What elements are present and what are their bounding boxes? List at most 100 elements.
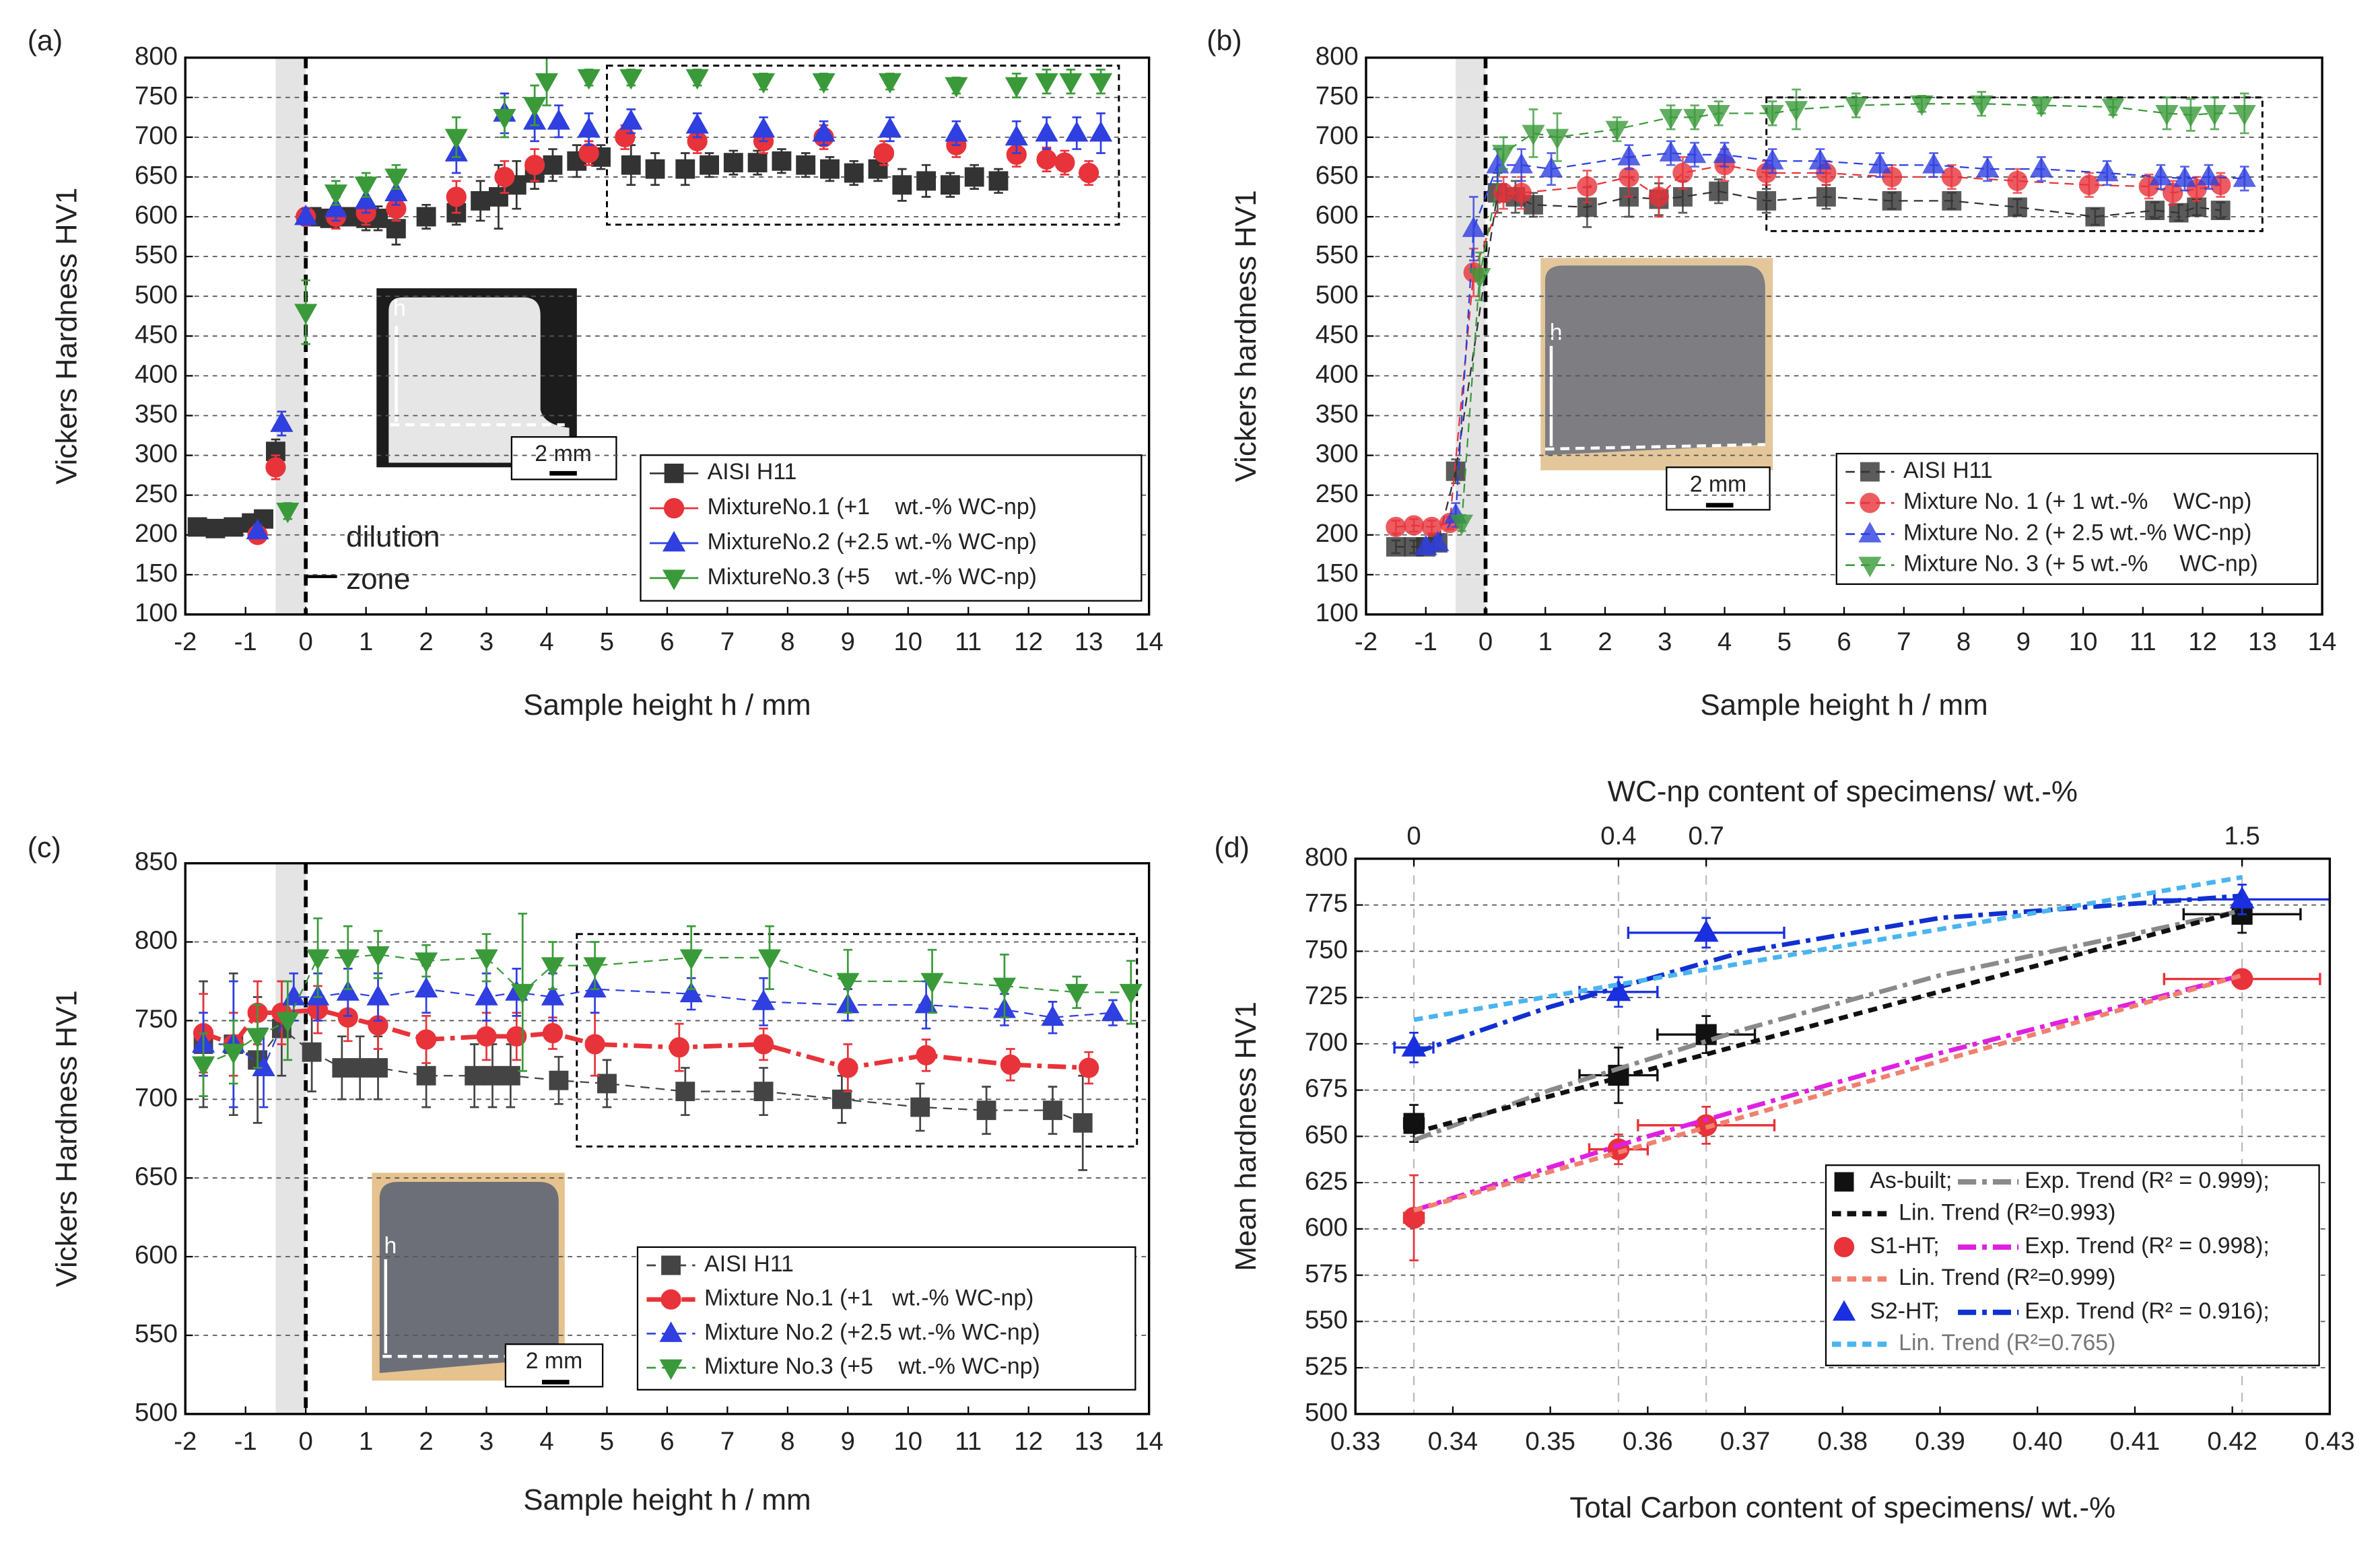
marker [669,1037,689,1058]
x-tick-label: 4 [1718,627,1732,656]
marker [1577,176,1598,197]
marker [920,973,944,994]
x-tick-label: -2 [174,1427,197,1456]
marker [2210,201,2231,220]
y-tick-label: 650 [135,161,178,190]
marker [415,1029,437,1050]
marker [1043,1100,1062,1121]
x-tick-label: 6 [1837,627,1851,656]
scale-text: 2 mm [1690,471,1747,497]
y-tick-label: 350 [135,400,178,429]
marker [992,977,1017,999]
series-line [1396,190,2221,548]
inset-h: h [393,295,406,321]
y-tick-label: 600 [1316,201,1359,230]
x-tick-label: 10 [893,627,922,656]
marker [483,1065,502,1086]
marker [246,518,269,540]
panel: 1001502002503003504004505005506006507007… [1206,24,2336,722]
marker [354,176,378,197]
marker [619,69,643,90]
series-line [1413,875,2243,1022]
x-tick-label: 0.33 [1330,1427,1381,1456]
x-tick-label: 0.43 [2305,1427,2355,1456]
legend-label: Mixture No.1 (+1 wt.-% WC-np) [704,1286,1033,1311]
x-tick-label: 14 [2308,627,2337,656]
panel-label: (b) [1206,24,1242,57]
y-tick-label: 200 [1316,519,1359,548]
marker [2155,104,2179,126]
marker [1386,537,1406,557]
y-tick-label: 700 [135,1083,178,1112]
x2-tick-label: 1.5 [2224,821,2260,850]
x-tick-label: 0.37 [1720,1427,1771,1456]
y-tick-label: 750 [135,81,178,110]
marker [831,1089,852,1109]
marker [1606,979,1631,1002]
marker [1605,120,1629,142]
marker [583,957,607,978]
marker [541,957,565,978]
y-tick-label: 600 [135,1240,178,1269]
marker [354,188,378,209]
panel-label: (a) [28,24,63,57]
inset-shape [379,1181,559,1374]
inset-h: h [384,1233,397,1259]
marker [1648,186,1670,207]
marker [511,983,535,1005]
marker [1882,190,1902,211]
y-tick-label: 150 [135,559,178,588]
marker [1468,268,1491,289]
marker [524,155,545,176]
y-tick-label: 750 [135,1005,178,1034]
marker [1833,1236,1855,1258]
marker [1707,104,1730,126]
marker [306,949,330,970]
x-tick-label: -1 [1415,627,1437,656]
x2-tick-label: 0.4 [1600,821,1636,850]
marker [820,159,840,179]
y-tick-label: 625 [1305,1166,1348,1195]
x-tick-label: 11 [955,627,982,656]
marker [910,1097,930,1117]
x-tick-label: 12 [2188,627,2217,656]
legend-label: Mixture No. 3 (+ 5 wt.-% WC-np) [1903,551,2258,577]
x-tick-label: 8 [1957,627,1971,656]
marker [1511,182,1532,203]
x-tick-label: 5 [1777,627,1792,656]
plot-frame [184,56,1151,616]
x-tick-label: 12 [1014,1427,1043,1456]
legend-label: Lin. Trend (R²=0.999) [1899,1265,2115,1290]
marker [2179,106,2202,127]
marker [384,180,408,201]
marker [2085,207,2105,227]
marker [796,155,816,175]
y-tick-label: 500 [1316,280,1359,309]
marker [2197,164,2220,186]
x-tick-label: 0.42 [2207,1427,2257,1456]
marker [2203,104,2226,126]
marker [276,1012,300,1033]
marker [542,1023,564,1044]
marker [1942,190,1962,211]
marker [1089,120,1113,142]
marker [246,1028,269,1049]
marker [916,1045,937,1065]
marker [414,977,438,998]
x-tick-label: 7 [1897,627,1911,656]
marker [812,120,836,142]
marker [1041,1005,1064,1026]
marker [489,187,508,207]
x-tick-label: 0.40 [2012,1427,2063,1456]
x-tick-label: 3 [479,627,494,656]
legend-label: Mixture No. 2 (+ 2.5 wt.-% WC-np) [1903,520,2251,545]
x-tick-label: 10 [893,1427,922,1456]
y-tick-label: 650 [1316,161,1359,190]
marker [471,190,491,211]
y-tick-label: 675 [1305,1074,1348,1103]
marker [1709,181,1729,201]
marker [1619,166,1639,188]
marker [2173,166,2197,187]
scale-text: 2 mm [526,1348,583,1374]
